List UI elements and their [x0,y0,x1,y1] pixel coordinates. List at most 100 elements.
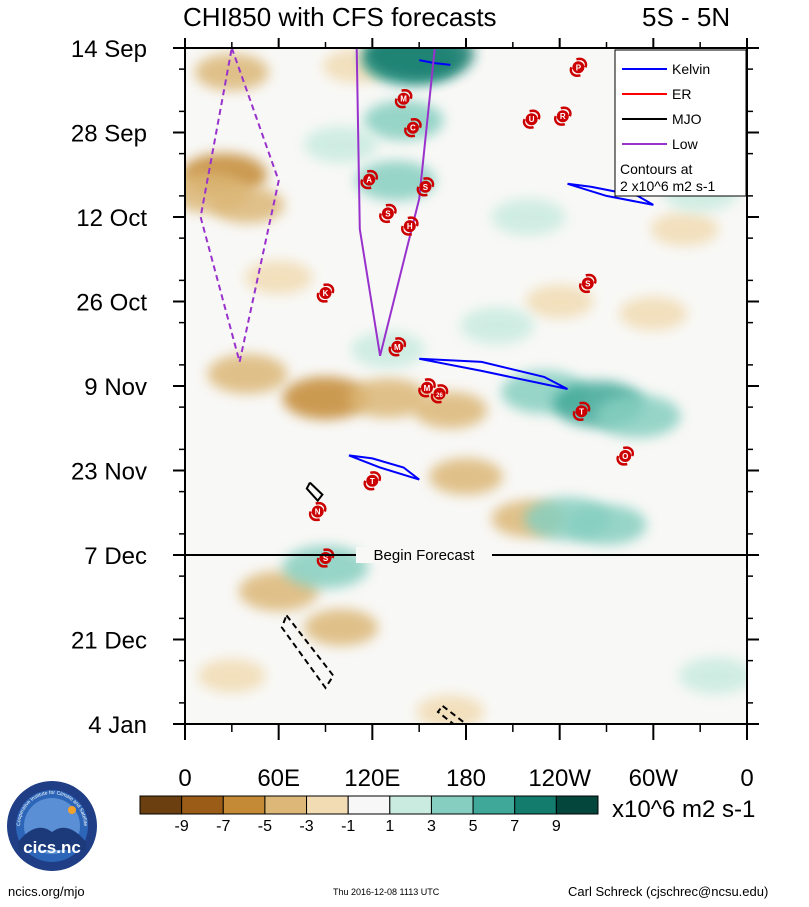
storm-label: T [370,477,375,486]
footer-date: Thu 2016-12-08 1113 UTC [333,887,440,897]
plot-frame [184,47,748,725]
storm-marker-15: O [616,446,635,466]
colorbar-swatch [139,795,183,815]
storm-label: M [424,384,431,393]
colorbar-swatch [389,795,432,815]
legend: Kelvin ER MJO Low Contours at 2 x10^6 m2… [614,49,747,197]
storm-marker-6: S [416,177,435,197]
x-tick-label: 60E [257,765,300,792]
anomaly-field [185,48,747,724]
low-contour-0 [199,48,280,363]
anomaly-blob-18 [197,658,266,693]
storm-label: P [576,63,582,72]
legend-mjo-label: MJO [672,111,702,127]
storm-label: U [529,115,535,124]
storm-marker-7: S [379,203,397,224]
storm-marker-11: M [388,337,407,357]
storm-marker-1: M [394,89,413,109]
mjo-contour-0 [305,481,324,503]
storm-label: S [385,209,391,218]
colorbar-swatch [472,795,516,815]
anomaly-blob-19 [416,694,485,724]
colorbar-swatch [347,795,391,815]
storm-label: T [579,407,584,416]
colorbar-tick-label: 1 [385,818,394,835]
mjo-contour-2 [436,705,468,724]
y-tick-label: 14 Sep [71,36,147,63]
storm-label: H [407,222,413,231]
colorbar-swatch [430,795,474,815]
kelvin-contour-2 [419,357,568,390]
storm-label: S [323,554,329,563]
anomaly-blob-7 [282,376,369,420]
storm-marker-9: S [578,273,597,294]
forecast-label: Begin Forecast [374,547,476,564]
storm-marker-5: A [360,169,379,190]
kelvin-contour-0 [419,59,451,66]
storm-label: M [400,95,407,104]
storm-label: N [315,508,321,517]
cics-logo: Cooperative Institute for Climate and Sa… [6,780,97,871]
anomaly-blob-9 [413,391,488,429]
colorbar-swatch [222,795,266,815]
storm-marker-17: N [308,501,327,522]
legend-er-label: ER [672,86,691,102]
storm-label: O [622,452,628,461]
anomaly-blob-6 [207,353,288,394]
x-tick-label: 0 [178,765,191,792]
contour-layer [199,48,654,724]
legend-kelvin-label: Kelvin [672,61,710,77]
kelvin-contour-1 [567,182,654,206]
colorbar-tick-label: -3 [299,818,313,835]
storm-marker-4: C [404,118,422,138]
mjo-contour-1 [280,614,335,690]
storm-label: R [560,112,566,121]
storm-label: S [585,279,591,288]
colorbar-swatch [555,795,599,815]
chart-title: CHI850 with CFS forecasts [183,2,497,32]
anomaly-blob-5 [244,260,313,295]
x-tick-label: 180 [446,765,486,792]
colorbar: -9 -7 -5 -3 -1 1 3 5 7 9 [139,795,599,835]
colorbar-tick-label: -1 [341,818,355,835]
anomaly-blob-10 [429,458,503,496]
colorbar-tick-label: -5 [258,818,272,835]
anomaly-blob-24 [350,331,425,369]
colorbar-tick-label: 5 [469,818,478,835]
anomaly-blob-27 [594,394,681,438]
y-tick-label: 9 Nov [84,374,147,401]
x-tick-label: 0 [740,765,753,792]
axes: 14 Sep 28 Sep 12 Oct 26 Oct 9 Nov 23 Nov 7 Dec… [71,36,759,792]
anomaly-blob-13 [619,296,688,331]
colorbar-swatch [514,795,557,815]
anomaly-blob-35 [678,657,747,695]
colorbar-tick-label: -7 [216,818,230,835]
low-contour-1 [355,48,436,357]
colorbar-swatch [306,795,349,815]
legend-low-label: Low [672,136,699,152]
kelvin-contour-3 [348,454,420,481]
colorbar-tick-label: 7 [510,818,519,835]
y-tick-label: 7 Dec [84,543,147,570]
anomaly-blob-3 [194,53,269,91]
anomaly-blob-31 [566,504,647,545]
storm-label: C [410,124,416,133]
legend-note-line2: 2 x10^6 m2 s-1 [620,178,715,194]
anomaly-blob-22 [363,100,444,141]
colorbar-tick-label: 9 [552,818,561,835]
anomaly-blob-33 [460,307,535,345]
colorbar-tick-label: -9 [175,818,189,835]
y-tick-label: 28 Sep [71,121,147,148]
legend-box [614,49,747,197]
storm-marker-10: K [316,283,335,303]
storm-marker-2: U [522,109,541,129]
forecast-label-background [356,547,492,563]
y-tick-label: 26 Oct [76,290,147,317]
storm-marker-16: T [363,471,382,491]
y-tick-label: 12 Oct [76,205,147,232]
storm-label: K [323,289,329,298]
anomaly-blob-14 [650,212,719,247]
footer-author: Carl Schreck (cjschrec@ncsu.edu) [568,884,769,899]
chart-subtitle: 5S - 5N [642,2,731,32]
